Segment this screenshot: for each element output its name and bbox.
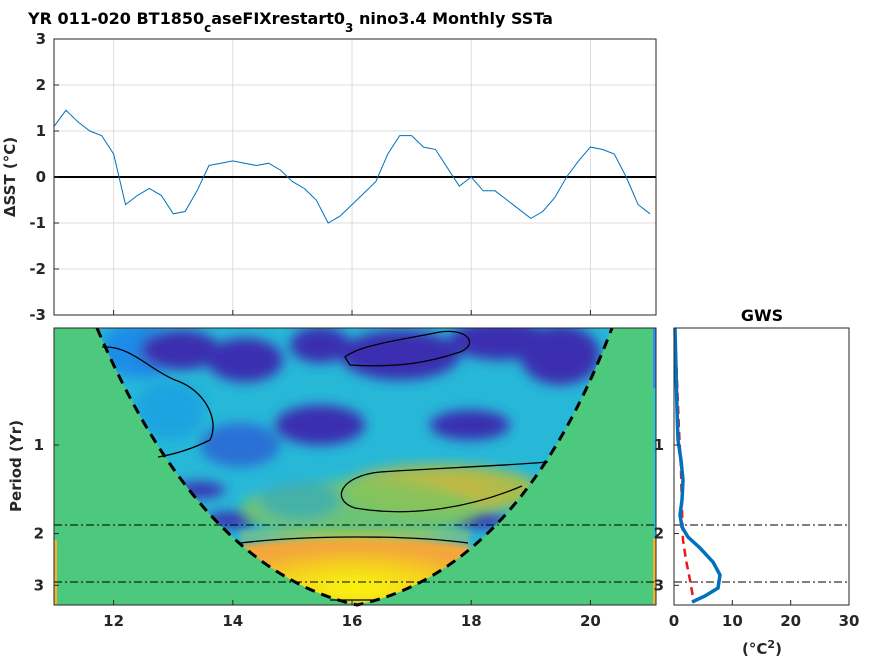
wavelet-xtick-label: 18 xyxy=(461,612,482,630)
gws-title: GWS xyxy=(741,306,783,325)
wavelet-ytick-label: 3 xyxy=(34,576,44,594)
wavelet-ytick-label: 1 xyxy=(34,436,44,454)
gws-panel: GWS 1 2 3 0 10 20 30 (°C2) xyxy=(654,306,860,656)
gws-y-ticks: 1 2 3 xyxy=(654,436,679,594)
top-ytick-label: -2 xyxy=(29,260,46,278)
wavelet-x-ticks: 12 14 16 18 20 xyxy=(103,310,601,630)
gws-xtick-label: 0 xyxy=(669,612,679,630)
contour-top-right xyxy=(344,330,471,367)
gws-axes-box xyxy=(673,327,850,606)
gws-x-ticks: 0 10 20 30 xyxy=(669,600,860,630)
top-ytick-label: 3 xyxy=(36,30,46,48)
wavelet-ytick-label: 2 xyxy=(34,525,44,543)
wavelet-xtick-label: 12 xyxy=(103,612,124,630)
top-y-axis-label: ΔSST (°C) xyxy=(1,137,19,217)
sst-series-line xyxy=(53,109,651,224)
wavelet-y-ticks: 1 2 3 xyxy=(34,436,59,594)
gws-spectrum-curve xyxy=(673,327,722,604)
wavelet-xtick-label: 20 xyxy=(580,612,601,630)
gws-xtick-label: 30 xyxy=(839,612,860,630)
top-y-ticks: 3 2 1 0 -1 -2 -3 xyxy=(29,30,59,324)
wavelet-axes-box xyxy=(53,327,657,606)
top-ytick-label: 1 xyxy=(36,122,46,140)
top-ytick-label: -3 xyxy=(29,306,46,324)
wavelet-xtick-label: 14 xyxy=(222,612,243,630)
contour-mid-warm xyxy=(340,461,549,513)
gws-ytick-label: 3 xyxy=(654,576,664,594)
gws-xtick-label: 20 xyxy=(780,612,801,630)
gws-ytick-label: 1 xyxy=(654,436,664,454)
contour-hot xyxy=(239,536,469,544)
wavelet-xtick-label: 16 xyxy=(342,612,363,630)
wavelet-power-panel: 123 12 14 16 18 20 Period (Yr) xyxy=(7,310,657,630)
top-ytick-label: -1 xyxy=(29,214,46,232)
wavelet-y-axis-label: Period (Yr) xyxy=(7,420,25,512)
gws-x-axis-label: (°C2) xyxy=(742,638,782,656)
top-ytick-label: 0 xyxy=(36,168,46,186)
gws-xtick-label: 10 xyxy=(722,612,743,630)
chart-title: YR 011-020 BT1850caseFIXrestart03 nino3.… xyxy=(27,9,553,35)
significance-contours xyxy=(101,330,549,601)
top-ytick-label: 2 xyxy=(36,76,46,94)
gws-ytick-label: 2 xyxy=(654,525,664,543)
contour-left xyxy=(101,346,214,458)
sst-timeseries-panel: 3 2 1 0 -1 -2 -3 ΔSST (°C) xyxy=(1,30,657,324)
